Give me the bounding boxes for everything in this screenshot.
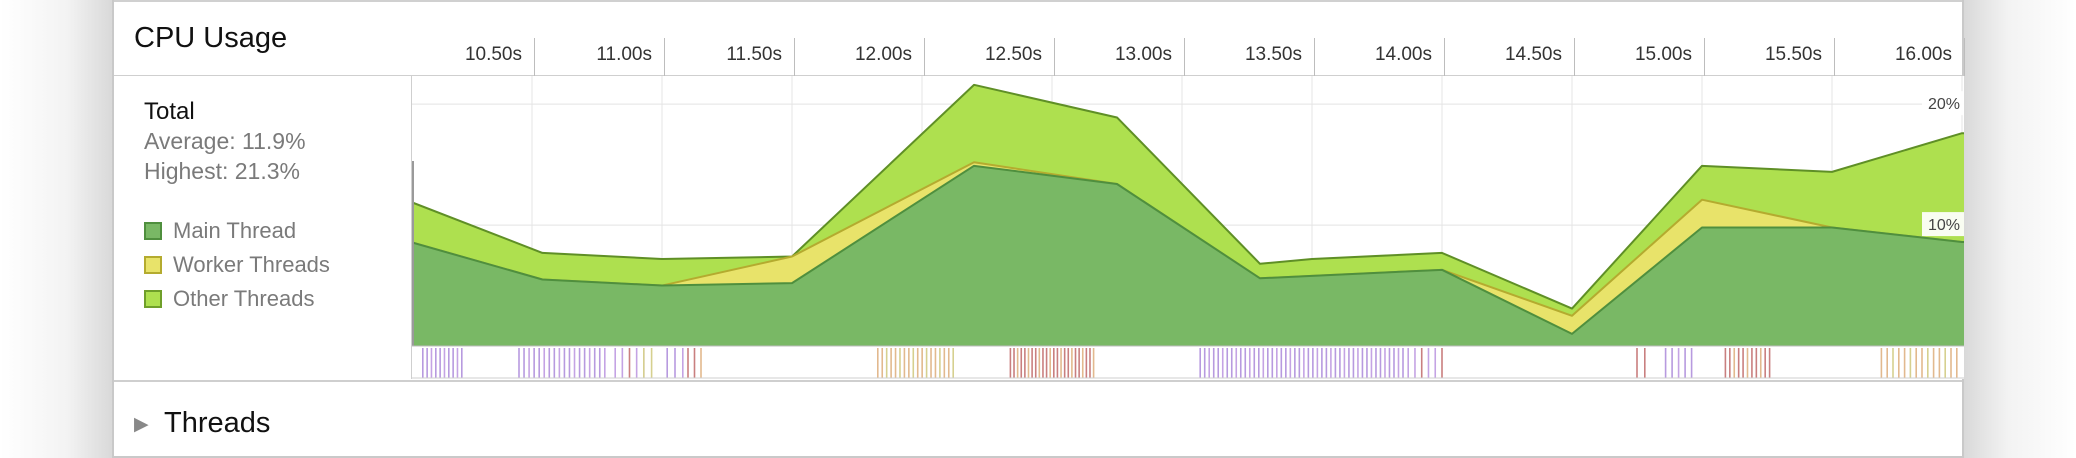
- ruler-tick-line: [1704, 38, 1705, 76]
- panel-top-divider: [114, 0, 1962, 2]
- worker-threads-swatch: [144, 256, 162, 274]
- timeline-ruler[interactable]: 10.50s 11.00s 11.50s 12.00s 12.50s 13.00s 13.5…: [414, 2, 1965, 76]
- ruler-tick-label: 14.50s: [1504, 44, 1562, 65]
- disclosure-triangle-icon[interactable]: ▶: [134, 414, 149, 435]
- ruler-tick-label: 13.00s: [1114, 44, 1172, 65]
- main-thread-swatch: [144, 222, 162, 240]
- ruler-tick-label: 11.50s: [726, 44, 782, 65]
- threads-section-header[interactable]: ▶ Threads: [114, 380, 1962, 458]
- average-usage: Average: 11.9%: [144, 128, 306, 154]
- ruler-tick-line: [534, 38, 535, 76]
- ruler-tick-label: 11.00s: [596, 44, 652, 65]
- ruler-tick-label: 15.50s: [1764, 44, 1822, 65]
- gridline-label-background: [1922, 91, 1964, 116]
- legend-item-worker-threads: Worker Threads: [144, 252, 330, 278]
- panel-bottom-divider: [114, 456, 1962, 458]
- ruler-tick-label: 15.00s: [1634, 44, 1692, 65]
- legend-item-other-threads: Other Threads: [144, 286, 314, 312]
- ruler-tick-label: 13.50s: [1244, 44, 1302, 65]
- ruler-tick-line: [1444, 38, 1445, 76]
- ruler-tick-label: 14.00s: [1374, 44, 1432, 65]
- other-threads-swatch: [144, 290, 162, 308]
- ruler-tick-line: [794, 38, 795, 76]
- ruler-tick-line: [1574, 38, 1575, 76]
- legend-item-label: Main Thread: [173, 218, 297, 243]
- ruler-tick-line: [1184, 38, 1185, 76]
- window-backdrop-right: [1964, 0, 2076, 458]
- ruler-tick-label: 12.00s: [854, 44, 912, 65]
- ruler-tick-line: [1054, 38, 1055, 76]
- legend-item-label: Other Threads: [173, 286, 315, 311]
- main-thread-area: [402, 165, 2053, 346]
- ruler-tick-line: [1314, 38, 1315, 76]
- cpu-usage-panel: CPU Usage 10.50s 11.00s 11.50s 12.00s 12.50s…: [112, 0, 2053, 458]
- window-backdrop-left: [0, 0, 112, 458]
- ruler-tick-label: 12.50s: [984, 44, 1042, 65]
- highest-usage: Highest: 21.3%: [144, 158, 300, 184]
- other-threads-area-outline: [401, 83, 2053, 310]
- ruler-tick-line: [1964, 38, 1965, 76]
- ruler-tick-line: [664, 38, 665, 76]
- ruler-tick-label: 10.50s: [464, 44, 522, 65]
- activity-strip-background: [412, 347, 1964, 379]
- legend-item-label: Worker Threads: [173, 252, 330, 277]
- main-thread-area-outline: [401, 164, 2053, 335]
- ruler-tick-line: [924, 38, 925, 76]
- gridline-label: 20%: [1928, 96, 1960, 113]
- ruler-tick-label: 16.00s: [1894, 44, 1952, 65]
- legend-item-main-thread: Main Thread: [144, 218, 296, 244]
- cpu-usage-graph[interactable]: 20% 10%: [401, 76, 2053, 379]
- threads-section-title: Threads: [164, 407, 271, 439]
- cpu-usage-header: CPU Usage 10.50s 11.00s 11.50s 12.00s 12.50s…: [114, 2, 1965, 76]
- cpu-legend: Total Average: 11.9% Highest: 21.3% Main…: [114, 76, 412, 379]
- gridline-label-background: [1922, 212, 1964, 237]
- other-threads-area: [402, 84, 2053, 316]
- section-title: CPU Usage: [134, 22, 288, 54]
- ruler-tick-line: [1834, 38, 1835, 76]
- cpu-usage-chart: 20% 10%: [401, 76, 2053, 379]
- legend-total-label: Total: [144, 98, 195, 125]
- gridline-label: 10%: [1928, 217, 1960, 234]
